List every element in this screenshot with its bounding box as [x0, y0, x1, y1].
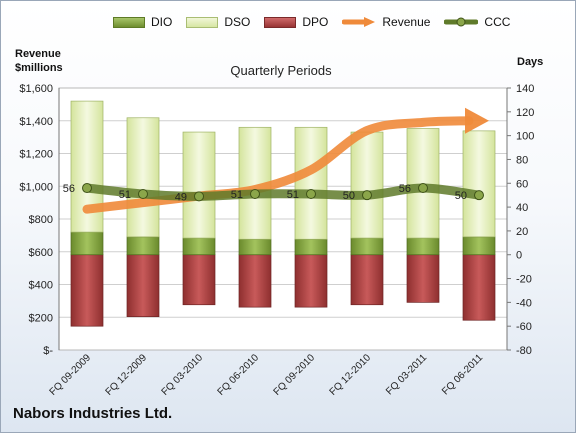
left-axis-title: Revenue $millions	[15, 47, 63, 75]
legend-item-dio: DIO	[113, 15, 172, 29]
left-tick-label: $800	[29, 214, 53, 226]
category-label: FQ 09-2010	[272, 352, 318, 398]
left-tick-label: $600	[29, 247, 53, 259]
left-tick-label: $400	[29, 280, 53, 292]
revenue-arrowhead	[465, 107, 489, 134]
bar-dso	[182, 131, 216, 239]
ccc-point	[418, 183, 428, 194]
revenue-line	[82, 116, 474, 214]
right-tick-label: 80	[516, 154, 528, 166]
ccc-data-label: 56	[63, 183, 75, 195]
ccc-data-label: 51	[119, 189, 131, 201]
right-tick-label: -20	[516, 274, 532, 286]
legend-label-ccc: CCC	[484, 15, 511, 29]
bar-dpo	[126, 254, 160, 318]
ccc-data-label: 50	[455, 190, 467, 202]
left-axis-title-line2: $millions	[15, 62, 63, 74]
bar-dso	[350, 131, 384, 239]
bar-dio	[406, 237, 440, 256]
category-label: FQ 06-2010	[216, 352, 262, 398]
ccc-point	[474, 190, 484, 201]
legend-label-dio: DIO	[151, 15, 173, 29]
right-tick-label: 20	[516, 226, 528, 238]
right-tick-label: -60	[516, 321, 532, 333]
legend: DIO DSO DPO Revenue CCC	[113, 15, 524, 29]
legend-item-dso: DSO	[186, 15, 250, 29]
legend-item-ccc: CCC	[444, 15, 510, 29]
company-name: Nabors Industries Ltd.	[13, 405, 173, 422]
bar-dio	[238, 238, 272, 256]
left-tick-label: $200	[29, 312, 53, 324]
right-axis-title: Days	[517, 56, 544, 68]
bar-dio	[182, 237, 216, 256]
bar-dpo	[70, 254, 104, 327]
dso-swatch	[186, 16, 219, 28]
bar-dpo	[462, 254, 496, 321]
ccc-point	[82, 183, 92, 194]
category-label: FQ 03-2011	[384, 352, 429, 397]
ccc-data-label: 51	[231, 189, 243, 201]
right-tick-label: 120	[516, 107, 534, 119]
bar-dpo	[294, 254, 328, 308]
right-tick-label: 60	[516, 178, 528, 190]
right-tick-label: -40	[516, 297, 532, 309]
bar-dio	[350, 237, 384, 256]
bar-dpo	[182, 254, 216, 306]
bar-dso	[462, 130, 496, 238]
right-tick-label: 40	[516, 202, 528, 214]
left-tick-label: $1,000	[19, 181, 53, 193]
right-tick-label: -80	[516, 345, 532, 357]
bar-dso	[126, 117, 160, 238]
category-label: FQ 03-2010	[160, 352, 206, 398]
category-label: FQ 09-2009	[48, 352, 94, 398]
ccc-point	[138, 188, 148, 199]
dio-swatch	[113, 16, 145, 28]
ccc-point	[250, 188, 260, 199]
ccc-data-label: 50	[343, 190, 355, 202]
left-axis-title-line1: Revenue	[15, 48, 61, 60]
bar-dio	[294, 238, 328, 256]
right-tick-label: 140	[516, 83, 534, 95]
bar-dpo	[406, 254, 440, 303]
bar-dso	[294, 126, 328, 240]
revenue-swatch-icon	[342, 17, 376, 27]
legend-label-revenue: Revenue	[382, 15, 431, 29]
left-tick-label: $1,400	[19, 116, 53, 128]
ccc-point	[362, 190, 372, 201]
left-tick-label: $1,200	[19, 149, 53, 161]
left-tick-label: $-	[43, 345, 53, 357]
ccc-swatch-icon	[444, 17, 479, 27]
category-label: FQ 12-2010	[328, 352, 374, 398]
ccc-data-label: 49	[175, 191, 187, 203]
legend-item-dpo: DPO	[264, 15, 328, 29]
bar-dio	[462, 236, 496, 256]
dpo-swatch	[264, 16, 297, 28]
ccc-data-label: 51	[287, 189, 299, 201]
legend-label-dpo: DPO	[302, 15, 329, 29]
legend-item-revenue: Revenue	[342, 15, 430, 29]
ccc-point	[194, 191, 204, 202]
category-label: FQ 06-2011	[440, 352, 485, 397]
chart-title: Quarterly Periods	[230, 63, 332, 78]
legend-label-dso: DSO	[224, 15, 251, 29]
ccc-point	[306, 188, 316, 199]
bar-dpo	[238, 254, 272, 308]
ccc-data-label: 56	[399, 183, 411, 195]
bar-dio	[126, 236, 160, 256]
right-tick-label: 0	[516, 250, 522, 262]
left-tick-label: $1,600	[19, 83, 53, 95]
bar-dpo	[350, 254, 384, 306]
category-label: FQ 12-2009	[104, 352, 150, 398]
right-tick-label: 100	[516, 131, 534, 143]
bar-dio	[70, 231, 104, 256]
